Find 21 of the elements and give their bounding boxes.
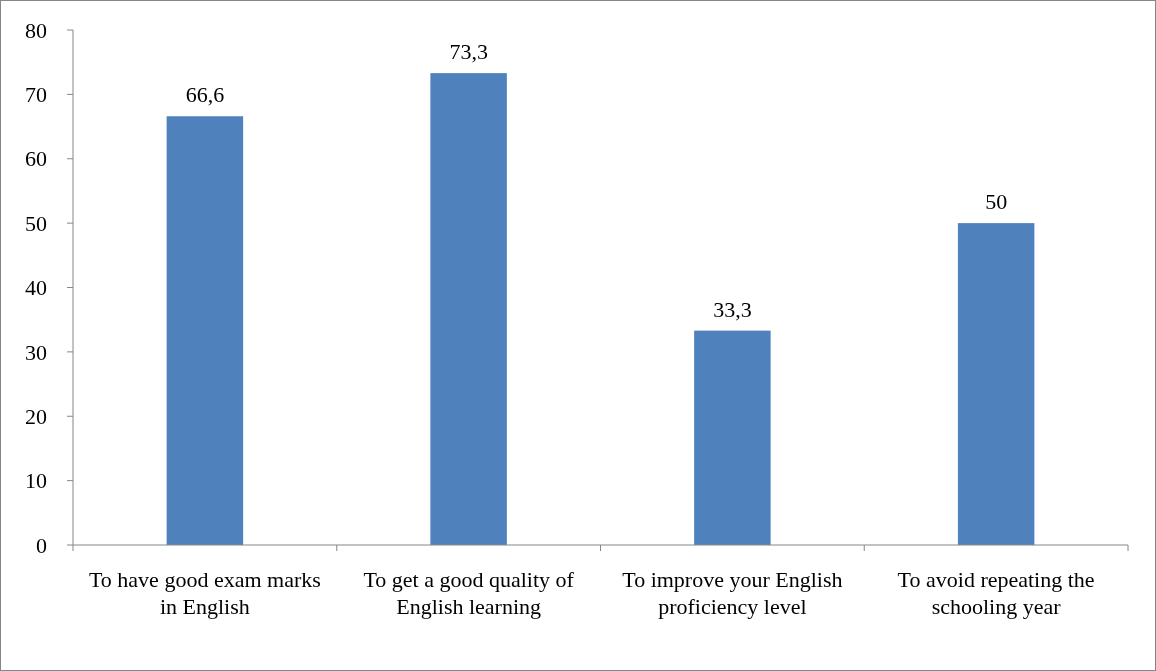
y-tick-label: 40 bbox=[25, 275, 47, 301]
x-tick-label: To get a good quality of English learning bbox=[363, 567, 575, 619]
y-tick-label: 70 bbox=[25, 82, 47, 108]
x-tick-label: To have good exam marks in English bbox=[88, 567, 321, 619]
y-tick-label: 0 bbox=[36, 532, 47, 558]
data-label: 50 bbox=[985, 189, 1008, 215]
y-tick-label: 30 bbox=[25, 339, 47, 365]
y-tick-label: 50 bbox=[25, 210, 47, 236]
x-tick-label: To improve your English proficiency level bbox=[622, 567, 843, 619]
x-tick-label: To avoid repeating the schooling year bbox=[897, 567, 1095, 619]
bar bbox=[430, 73, 507, 545]
y-tick-label: 20 bbox=[25, 403, 47, 429]
y-tick-label: 80 bbox=[25, 17, 47, 43]
data-label: 73,3 bbox=[449, 39, 488, 65]
bar bbox=[957, 223, 1035, 545]
bar bbox=[166, 116, 244, 545]
data-label: 66,6 bbox=[185, 82, 225, 108]
y-tick-label: 10 bbox=[25, 468, 47, 494]
data-label: 33,3 bbox=[713, 296, 752, 322]
y-tick-label: 60 bbox=[25, 146, 47, 172]
bar bbox=[694, 330, 771, 545]
